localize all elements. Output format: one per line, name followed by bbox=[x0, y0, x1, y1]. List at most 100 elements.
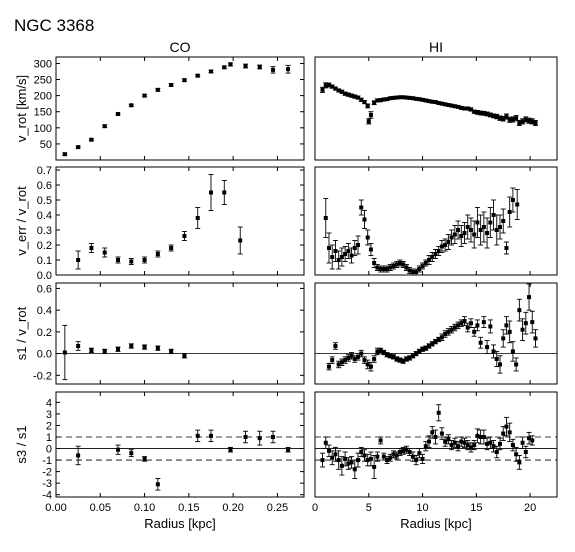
column-header-co: CO bbox=[170, 39, 191, 55]
data-point bbox=[346, 355, 351, 360]
data-point bbox=[356, 458, 361, 463]
data-point bbox=[520, 440, 525, 445]
data-point bbox=[343, 252, 348, 256]
data-point bbox=[346, 461, 351, 466]
data-point bbox=[439, 244, 444, 249]
data-point bbox=[494, 114, 499, 119]
y-tick-label: -0.2 bbox=[33, 370, 52, 382]
x-tick-label: 0.00 bbox=[45, 502, 66, 514]
panel-hi_s1 bbox=[314, 282, 558, 385]
data-point bbox=[368, 364, 373, 369]
data-point bbox=[417, 451, 422, 456]
data-point bbox=[362, 100, 367, 105]
data-point bbox=[89, 246, 94, 250]
data-point bbox=[142, 345, 147, 350]
y-tick-label: 2 bbox=[46, 420, 52, 432]
data-point bbox=[414, 458, 419, 463]
panel-frame bbox=[55, 166, 305, 276]
data-point bbox=[349, 353, 354, 358]
y-tick-label: -4 bbox=[42, 490, 52, 502]
data-point bbox=[404, 95, 409, 100]
y-tick-label: -1 bbox=[42, 455, 52, 467]
data-point bbox=[381, 350, 386, 355]
data-point bbox=[169, 246, 174, 250]
y-tick-label: -3 bbox=[42, 478, 52, 490]
data-point bbox=[182, 234, 187, 238]
data-point bbox=[530, 438, 535, 443]
data-point bbox=[155, 252, 160, 256]
data-point bbox=[333, 86, 338, 91]
data-point bbox=[433, 435, 438, 439]
panel-co_s1: -0.2 0.0 0.2 0.4 0.6 s1 / v_rot bbox=[14, 282, 305, 385]
data-point bbox=[368, 456, 373, 461]
y-tick-label: 0.3 bbox=[37, 225, 52, 237]
data-point bbox=[336, 458, 341, 463]
y-tick-label: 3 bbox=[46, 409, 52, 421]
data-point bbox=[459, 234, 464, 238]
data-point bbox=[116, 111, 120, 116]
data-point bbox=[452, 440, 457, 445]
data-point bbox=[356, 95, 361, 100]
data-point bbox=[349, 460, 354, 465]
data-point bbox=[257, 436, 262, 441]
data-point bbox=[286, 67, 291, 72]
data-point bbox=[436, 337, 441, 342]
data-point bbox=[481, 435, 486, 439]
data-point bbox=[427, 99, 432, 104]
x-tick-label: 0 bbox=[312, 502, 318, 514]
data-point bbox=[401, 262, 406, 267]
data-point bbox=[527, 436, 532, 441]
data-point bbox=[510, 349, 515, 354]
data-point bbox=[404, 265, 409, 270]
data-point bbox=[523, 321, 528, 326]
y-tick-label: 0.4 bbox=[37, 210, 52, 222]
data-point bbox=[443, 243, 448, 247]
data-point bbox=[271, 435, 275, 439]
data-point bbox=[388, 353, 393, 358]
data-point bbox=[336, 88, 341, 93]
data-point bbox=[381, 97, 386, 102]
data-point bbox=[349, 253, 354, 258]
data-point bbox=[485, 345, 490, 350]
data-point bbox=[427, 439, 432, 444]
data-point bbox=[472, 443, 477, 448]
data-point bbox=[414, 351, 419, 356]
data-point bbox=[472, 232, 477, 237]
data-point bbox=[372, 465, 377, 469]
data-point bbox=[333, 249, 338, 253]
data-point bbox=[397, 450, 402, 454]
y-tick-label: 100 bbox=[34, 123, 52, 135]
data-point bbox=[375, 98, 380, 103]
data-point bbox=[365, 103, 370, 108]
data-point bbox=[485, 441, 490, 446]
data-point bbox=[410, 270, 415, 274]
data-point bbox=[475, 110, 480, 115]
data-point bbox=[410, 96, 415, 101]
data-point bbox=[504, 114, 509, 119]
data-point bbox=[459, 105, 464, 110]
data-point bbox=[501, 219, 506, 223]
data-point bbox=[533, 120, 538, 125]
data-point bbox=[456, 323, 461, 328]
x-tick-label: 15 bbox=[470, 502, 482, 514]
data-point bbox=[430, 430, 435, 435]
data-point bbox=[169, 83, 174, 88]
panel-frame bbox=[314, 56, 558, 161]
data-point bbox=[407, 450, 412, 454]
data-point bbox=[359, 450, 364, 454]
data-point bbox=[488, 220, 493, 225]
y-tick-label: 0.0 bbox=[37, 349, 52, 361]
data-point bbox=[459, 439, 464, 444]
data-point bbox=[417, 97, 422, 102]
data-point bbox=[378, 98, 383, 103]
data-point bbox=[116, 447, 120, 452]
data-point bbox=[523, 450, 528, 454]
data-point bbox=[436, 410, 441, 415]
y-axis-label: s3 / s1 bbox=[14, 425, 29, 463]
data-point bbox=[155, 346, 160, 351]
data-point bbox=[372, 261, 377, 265]
data-point bbox=[330, 255, 335, 259]
data-point bbox=[504, 424, 509, 429]
data-point bbox=[414, 270, 419, 274]
x-tick-label: 0.20 bbox=[222, 502, 243, 514]
